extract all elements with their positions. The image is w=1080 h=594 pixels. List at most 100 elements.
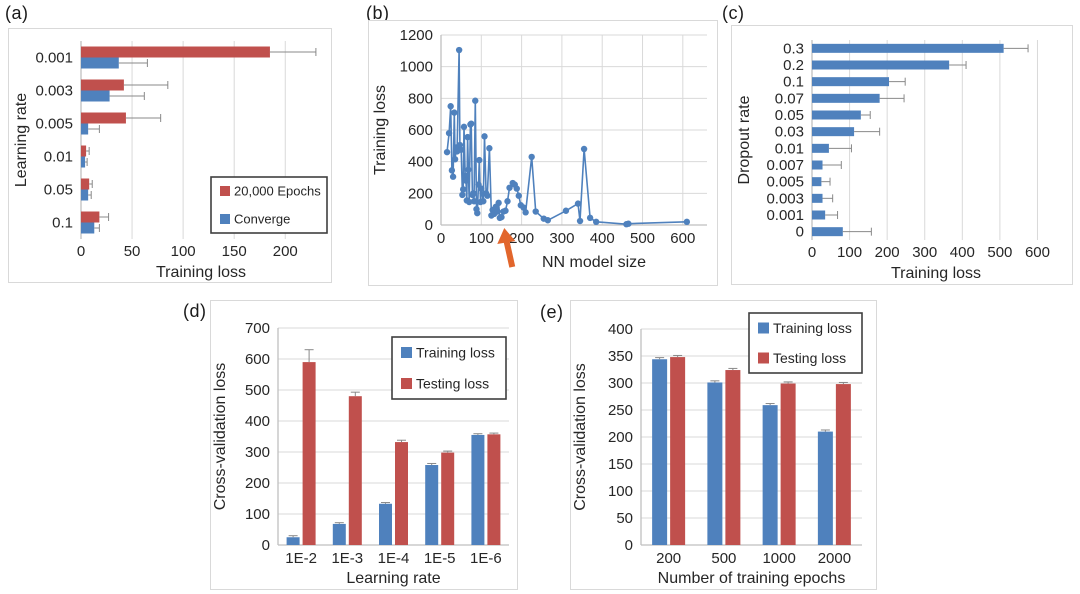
data-point: [462, 177, 470, 184]
legend-label: Testing loss: [773, 350, 846, 366]
legend-swatch-red: [758, 352, 769, 364]
panel-label-c: (c): [722, 3, 745, 23]
category-label: 0.003: [35, 83, 73, 100]
data-point: [625, 220, 632, 227]
y-tick-label: 0: [425, 217, 433, 234]
x-category-label: 2000: [818, 550, 851, 567]
bar-red: [835, 384, 851, 545]
y-tick-label: 150: [608, 456, 633, 473]
data-point: [455, 46, 463, 54]
category-label: 0.003: [766, 190, 804, 207]
y-tick-label: 50: [616, 510, 633, 527]
panel-c: 0 100 200 300 400 500 600 0.3 0.2 0.1 0.07 0.05 0.03…: [731, 25, 1073, 285]
legend-box: [210, 176, 328, 234]
line-series: [446, 49, 687, 225]
x-tick-label: 400: [590, 230, 615, 247]
data-point: [574, 200, 582, 207]
data-point: [522, 209, 529, 216]
y-axis-label: Cross-validation loss: [572, 363, 589, 511]
data-point: [468, 120, 475, 127]
y-tick-label: 400: [408, 154, 433, 171]
bar-blue: [812, 127, 855, 137]
bar-red: [441, 452, 455, 545]
y-tick-label: 100: [245, 506, 270, 523]
data-point: [484, 192, 491, 199]
bar-red: [725, 370, 741, 545]
category-label: 0.005: [766, 174, 804, 191]
category-label: 0.07: [775, 90, 804, 107]
category-label: 0.3: [783, 40, 804, 57]
x-tick-label: 100: [469, 230, 494, 247]
x-tick-label: 200: [875, 244, 900, 261]
bar-red: [81, 112, 126, 124]
bar-blue: [812, 143, 829, 153]
panel-label-d: (d): [183, 301, 207, 321]
bar-blue: [812, 177, 822, 187]
x-category-label: 1E-2: [285, 550, 317, 567]
y-axis-label: Cross-validation loss: [212, 363, 229, 511]
x-tick-label: 0: [437, 230, 445, 247]
data-point: [472, 97, 479, 104]
bar-blue: [762, 405, 778, 545]
data-point: [494, 208, 501, 215]
bar-blue: [425, 465, 439, 545]
category-label: 0.01: [44, 149, 73, 166]
category-label: 0.001: [35, 50, 73, 67]
bar-red: [81, 211, 100, 223]
data-point: [480, 198, 487, 205]
data-point: [451, 156, 459, 163]
legend-swatch-red: [401, 378, 412, 389]
y-tick-label: 250: [608, 402, 633, 419]
data-point: [506, 184, 513, 191]
bar-blue: [812, 110, 861, 120]
panel-d: 0 100 200 300 400 500 600 700 1E-2 1E-3 1E-4 1E-5 1E…: [210, 300, 518, 590]
bar-red: [81, 46, 270, 58]
y-tick-label: 300: [608, 375, 633, 392]
bar-blue: [707, 382, 723, 545]
y-tick-label: 0: [262, 537, 270, 554]
bar-red: [302, 362, 316, 545]
data-point: [459, 186, 467, 193]
x-category-label: 1E-3: [331, 550, 363, 567]
bar-blue: [812, 60, 950, 70]
legend-label: Testing loss: [416, 376, 489, 392]
data-point: [592, 218, 600, 226]
category-label: 0.2: [783, 57, 804, 74]
y-axis-label: Learning rate: [13, 93, 30, 187]
bar-red: [395, 442, 408, 545]
bar-blue: [652, 359, 668, 545]
x-axis-label: NN model size: [542, 254, 646, 271]
data-point: [504, 198, 511, 205]
data-point: [580, 145, 588, 153]
data-point: [528, 153, 535, 161]
bar-blue: [817, 431, 833, 545]
x-tick-label: 300: [549, 230, 574, 247]
legend-label: Converge: [234, 212, 290, 227]
y-tick-label: 600: [408, 122, 433, 139]
data-point: [576, 217, 584, 225]
bar-red: [81, 145, 87, 157]
x-tick-label: 200: [273, 243, 298, 260]
data-point: [481, 133, 488, 140]
y-tick-label: 0: [625, 537, 633, 554]
legend-label: Training loss: [416, 345, 495, 361]
legend-label: Training loss: [773, 320, 852, 336]
bar-red: [81, 79, 124, 91]
y-tick-label: 300: [245, 444, 270, 461]
data-point: [683, 218, 691, 226]
x-axis-label: Training loss: [156, 264, 246, 281]
y-tick-label: 400: [245, 413, 270, 430]
data-point: [515, 192, 522, 199]
panel-b: 0 100 200 300 400 500 600 0 200 400 600 800 1000 1200…: [368, 20, 718, 286]
x-category-label: 500: [711, 550, 736, 567]
data-point: [586, 214, 594, 222]
bar-red: [487, 434, 501, 545]
data-point: [445, 129, 453, 137]
data-point: [502, 207, 509, 214]
data-point: [443, 148, 451, 156]
panel-e: 0 50 100 150 200 250 300 350 400 200 500 1000 2000 Nu…: [570, 300, 877, 590]
bar-blue: [81, 90, 110, 102]
category-label: 0.05: [44, 182, 73, 199]
bar-blue: [379, 503, 392, 545]
legend-swatch-blue: [220, 214, 230, 224]
